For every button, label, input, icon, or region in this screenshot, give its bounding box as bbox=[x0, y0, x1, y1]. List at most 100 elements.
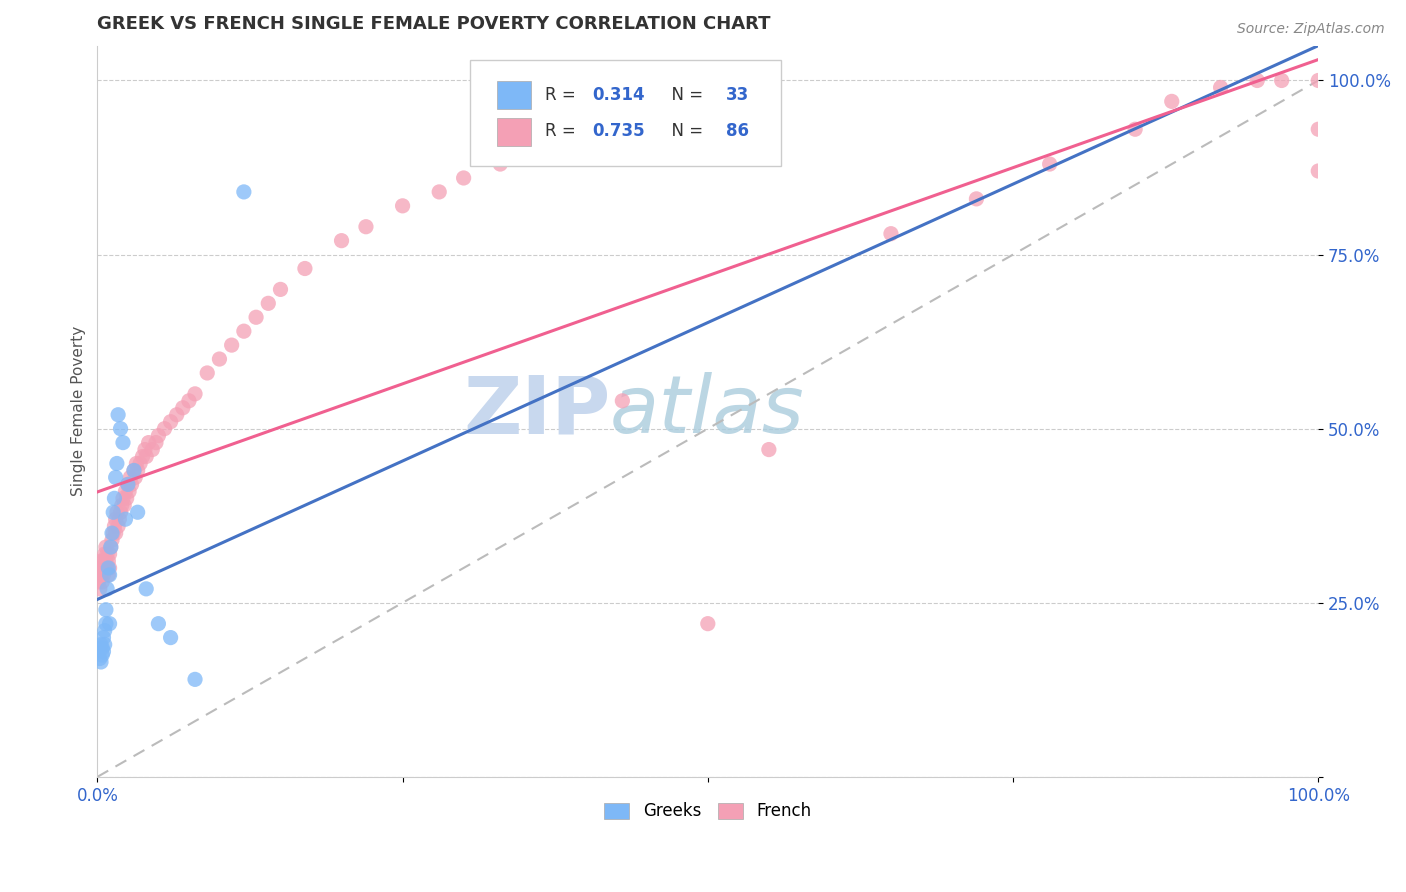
Point bbox=[104, 470, 127, 484]
Point bbox=[104, 512, 127, 526]
Point bbox=[115, 491, 138, 506]
Point bbox=[111, 491, 134, 506]
Point bbox=[89, 561, 111, 575]
Point bbox=[93, 547, 115, 561]
Point bbox=[489, 157, 512, 171]
Point bbox=[98, 568, 121, 582]
Legend: Greeks, French: Greeks, French bbox=[598, 796, 818, 827]
Point bbox=[159, 415, 181, 429]
Point bbox=[93, 568, 115, 582]
Point bbox=[90, 655, 112, 669]
Point bbox=[122, 463, 145, 477]
Point bbox=[184, 673, 207, 687]
Point bbox=[245, 310, 267, 325]
Point bbox=[110, 505, 132, 519]
Point bbox=[103, 519, 125, 533]
Point bbox=[538, 143, 561, 157]
Point bbox=[122, 463, 145, 477]
Text: N =: N = bbox=[661, 86, 709, 103]
Point bbox=[121, 477, 143, 491]
Point bbox=[153, 422, 176, 436]
Point bbox=[117, 477, 139, 491]
Point bbox=[232, 324, 254, 338]
Point bbox=[112, 498, 135, 512]
Text: R =: R = bbox=[546, 86, 582, 103]
Point bbox=[100, 540, 122, 554]
Point bbox=[131, 450, 153, 464]
Point bbox=[97, 554, 120, 568]
Point bbox=[93, 638, 115, 652]
Text: atlas: atlas bbox=[610, 372, 804, 450]
Point bbox=[91, 640, 114, 655]
Point bbox=[94, 540, 117, 554]
Point bbox=[134, 442, 156, 457]
Point bbox=[98, 547, 121, 561]
Point bbox=[101, 533, 124, 547]
Point bbox=[257, 296, 280, 310]
Point bbox=[90, 568, 112, 582]
Point bbox=[110, 422, 132, 436]
Point bbox=[1039, 157, 1062, 171]
Point bbox=[1246, 73, 1268, 87]
Bar bbox=[496, 118, 531, 145]
Point bbox=[93, 631, 115, 645]
Point bbox=[91, 561, 114, 575]
Point bbox=[129, 457, 152, 471]
Point bbox=[141, 442, 163, 457]
Point bbox=[91, 648, 114, 662]
Point bbox=[93, 561, 115, 575]
Point bbox=[232, 185, 254, 199]
Text: N =: N = bbox=[661, 122, 709, 140]
Point bbox=[103, 491, 125, 506]
Point bbox=[145, 435, 167, 450]
Point bbox=[1160, 95, 1182, 109]
Point bbox=[107, 408, 129, 422]
Point bbox=[294, 261, 316, 276]
Point bbox=[114, 484, 136, 499]
Point bbox=[696, 616, 718, 631]
Point bbox=[96, 547, 118, 561]
Point bbox=[453, 171, 475, 186]
Point bbox=[1308, 73, 1330, 87]
Point bbox=[93, 624, 115, 638]
Point bbox=[354, 219, 377, 234]
Point bbox=[330, 234, 353, 248]
Point bbox=[103, 526, 125, 541]
Point bbox=[127, 463, 149, 477]
Point bbox=[98, 561, 121, 575]
Point bbox=[103, 505, 125, 519]
Y-axis label: Single Female Poverty: Single Female Poverty bbox=[72, 326, 86, 496]
Point bbox=[159, 631, 181, 645]
Point bbox=[101, 526, 124, 541]
Point bbox=[177, 393, 200, 408]
Point bbox=[94, 616, 117, 631]
Point bbox=[575, 129, 598, 144]
Point bbox=[94, 554, 117, 568]
Point bbox=[100, 540, 122, 554]
Point bbox=[97, 568, 120, 582]
Point bbox=[90, 638, 112, 652]
Point bbox=[135, 450, 157, 464]
Point bbox=[1308, 164, 1330, 178]
Text: 0.735: 0.735 bbox=[592, 122, 644, 140]
Point bbox=[105, 505, 128, 519]
Point bbox=[880, 227, 903, 241]
Point bbox=[1308, 122, 1330, 136]
Point bbox=[96, 582, 118, 596]
Point bbox=[90, 554, 112, 568]
Point bbox=[172, 401, 194, 415]
Bar bbox=[496, 81, 531, 110]
Text: ZIP: ZIP bbox=[463, 372, 610, 450]
Point bbox=[612, 393, 634, 408]
Point bbox=[127, 505, 149, 519]
Point bbox=[758, 442, 780, 457]
Point bbox=[391, 199, 413, 213]
Point bbox=[117, 477, 139, 491]
Point bbox=[93, 554, 115, 568]
Point bbox=[1271, 73, 1294, 87]
Point bbox=[96, 561, 118, 575]
Point bbox=[124, 470, 146, 484]
Point bbox=[965, 192, 987, 206]
Point bbox=[89, 582, 111, 596]
Point bbox=[89, 651, 111, 665]
